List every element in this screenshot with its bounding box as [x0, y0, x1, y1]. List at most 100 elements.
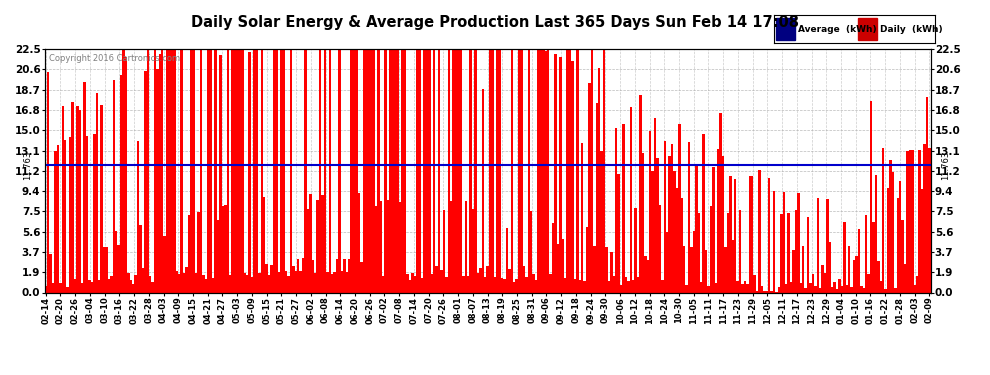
Bar — [426, 49, 428, 292]
Bar — [902, 220, 904, 292]
Bar — [237, 49, 239, 292]
Text: Daily Solar Energy & Average Production Last 365 Days Sun Feb 14 17:08: Daily Solar Energy & Average Production … — [191, 15, 799, 30]
Bar — [258, 273, 260, 292]
Bar — [312, 260, 314, 292]
Bar — [255, 49, 258, 292]
Bar — [454, 49, 457, 292]
Bar — [389, 49, 392, 292]
Bar — [250, 277, 253, 292]
Bar — [494, 277, 496, 292]
Bar — [836, 289, 839, 292]
Bar — [651, 171, 653, 292]
Bar — [523, 266, 526, 292]
Bar — [135, 275, 137, 292]
Bar — [421, 278, 424, 292]
Bar — [163, 236, 166, 292]
Bar — [438, 49, 441, 292]
Bar — [137, 141, 140, 292]
Bar — [433, 49, 436, 292]
Bar — [113, 80, 115, 292]
Bar — [304, 49, 307, 292]
Bar — [365, 49, 367, 292]
Bar — [746, 284, 748, 292]
Bar — [561, 239, 564, 292]
Bar — [748, 176, 751, 292]
Bar — [222, 207, 224, 292]
Bar — [698, 213, 700, 292]
Bar — [734, 179, 737, 292]
Bar — [297, 259, 299, 292]
Bar — [929, 148, 931, 292]
Bar — [188, 215, 190, 292]
Bar — [695, 165, 698, 292]
Bar — [295, 271, 297, 292]
Bar — [394, 49, 397, 292]
Bar — [855, 256, 857, 292]
Bar — [574, 279, 576, 292]
Bar — [571, 61, 574, 292]
Bar — [591, 49, 593, 292]
Bar — [506, 228, 508, 292]
Bar — [253, 49, 255, 292]
Bar — [95, 93, 98, 292]
Bar — [431, 274, 433, 292]
Bar — [153, 49, 156, 292]
Bar — [690, 247, 693, 292]
Bar — [720, 113, 722, 292]
Bar — [197, 212, 200, 292]
Bar — [518, 49, 521, 292]
Bar — [765, 291, 768, 292]
Bar — [227, 49, 229, 292]
Bar — [270, 265, 272, 292]
Bar — [914, 285, 916, 292]
Bar — [800, 283, 802, 292]
Bar — [809, 283, 812, 292]
Bar — [367, 49, 370, 292]
Bar — [100, 105, 103, 292]
Bar — [755, 291, 758, 292]
Bar — [147, 49, 148, 292]
Bar — [350, 49, 352, 292]
Bar — [142, 268, 145, 292]
Bar — [122, 49, 125, 292]
Bar — [397, 49, 399, 292]
Bar — [479, 268, 481, 292]
Bar — [882, 148, 884, 292]
Bar — [499, 49, 501, 292]
Bar — [581, 142, 583, 292]
Bar — [484, 277, 486, 292]
Bar — [673, 171, 676, 292]
Text: Copyright 2016 Cartronics.com: Copyright 2016 Cartronics.com — [49, 54, 180, 63]
Bar — [640, 95, 642, 292]
Bar — [392, 49, 394, 292]
Bar — [175, 271, 178, 292]
Bar — [352, 49, 355, 292]
Bar — [428, 49, 431, 292]
Bar — [115, 231, 118, 292]
Bar — [807, 217, 809, 292]
Bar — [474, 49, 476, 292]
Bar — [409, 280, 411, 292]
Bar — [857, 18, 877, 40]
Bar — [64, 140, 66, 292]
Bar — [314, 273, 317, 292]
Bar — [797, 193, 800, 292]
Bar — [45, 286, 47, 292]
Bar — [615, 128, 618, 292]
Bar — [307, 209, 309, 292]
Bar — [195, 273, 197, 292]
Bar — [125, 57, 127, 292]
Bar — [535, 280, 538, 292]
Bar — [290, 49, 292, 292]
Bar — [776, 18, 795, 40]
Bar — [644, 256, 646, 292]
Bar — [683, 246, 685, 292]
Bar — [384, 49, 387, 292]
Bar — [239, 49, 242, 292]
Bar — [382, 276, 384, 292]
Bar — [564, 278, 566, 292]
Bar — [151, 282, 153, 292]
Bar — [457, 49, 459, 292]
Bar — [387, 200, 389, 292]
Bar — [118, 245, 120, 292]
